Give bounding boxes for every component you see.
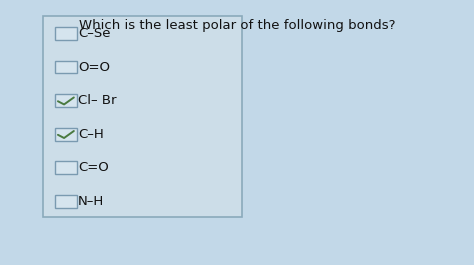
Bar <box>55 61 77 73</box>
Text: O=O: O=O <box>78 60 110 74</box>
Bar <box>55 94 77 107</box>
Bar <box>55 27 77 40</box>
Bar <box>55 128 77 140</box>
Text: Which is the least polar of the following bonds?: Which is the least polar of the followin… <box>79 19 395 32</box>
Text: C–H: C–H <box>78 128 104 141</box>
Text: Cl– Br: Cl– Br <box>78 94 117 107</box>
Bar <box>55 195 77 208</box>
Bar <box>55 161 77 174</box>
Bar <box>43 16 242 217</box>
Text: N–H: N–H <box>78 195 104 208</box>
Text: C–Se: C–Se <box>78 27 111 40</box>
Text: C=O: C=O <box>78 161 109 174</box>
